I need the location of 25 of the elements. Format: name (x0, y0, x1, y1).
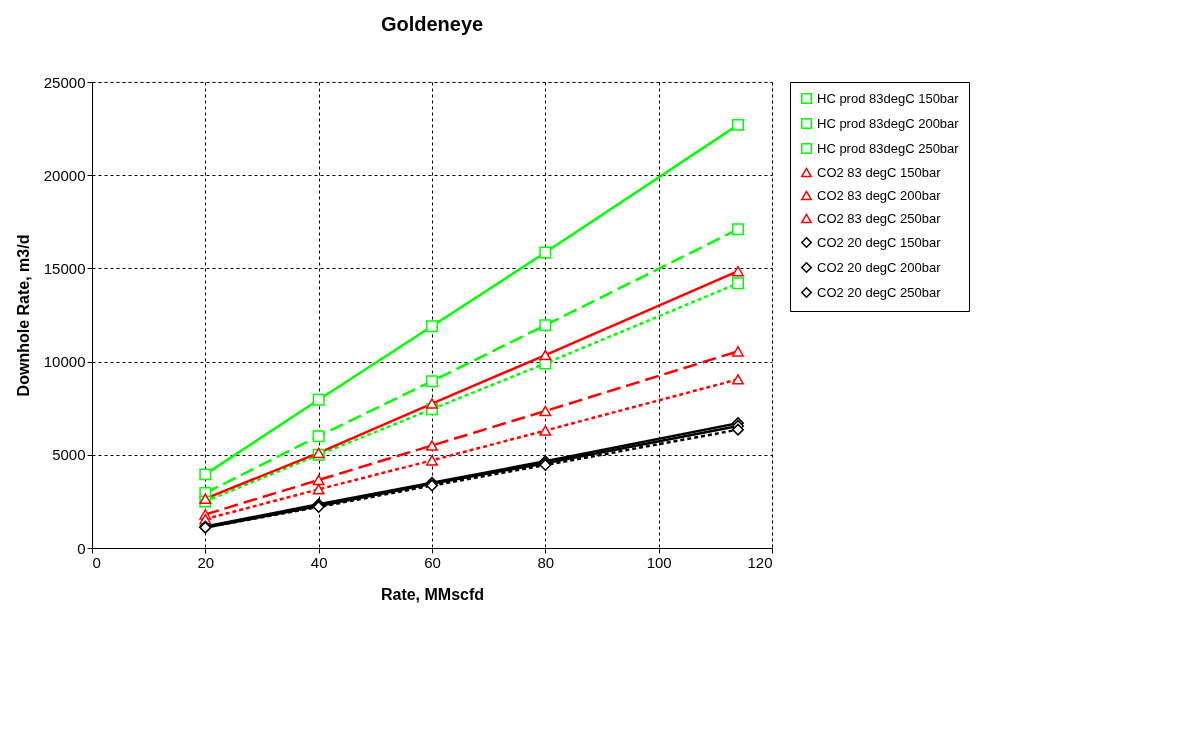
legend-label: CO2 20 degC 200bar (817, 259, 942, 275)
legend-label: CO2 83 degC 150bar (817, 164, 942, 180)
legend-label: CO2 20 degC 250bar (817, 284, 942, 300)
x-tick-label: 60 (424, 553, 441, 571)
legend-label: HC prod 83degC 250bar (817, 140, 960, 156)
y-tick-label: 25000 (43, 73, 86, 91)
y-tick-label: 10000 (43, 353, 86, 371)
x-axis-title: Rate, MMscfd (380, 585, 485, 603)
y-tick-label: 15000 (43, 259, 86, 277)
legend-label: CO2 83 degC 250bar (817, 210, 942, 226)
chart-title: Goldeneye (380, 13, 484, 35)
x-tick-label: 20 (197, 553, 215, 571)
x-tick-label: 80 (537, 553, 555, 571)
legend-label: CO2 20 degC 150bar (817, 234, 942, 250)
x-tick-label: 0 (92, 553, 101, 571)
legend-label: CO2 83 degC 200bar (817, 187, 942, 203)
x-tick-label: 120 (747, 553, 773, 571)
x-tick-label: 40 (310, 553, 328, 571)
legend-label: HC prod 83degC 200bar (817, 115, 960, 131)
legend-label: HC prod 83degC 150bar (817, 90, 960, 106)
y-tick-label: 20000 (43, 166, 86, 184)
y-axis-title: Downhole Rate, m3/d (14, 234, 32, 397)
y-tick-label: 0 (77, 539, 86, 557)
x-tick-label: 100 (646, 553, 672, 571)
y-tick-label: 5000 (52, 446, 86, 464)
